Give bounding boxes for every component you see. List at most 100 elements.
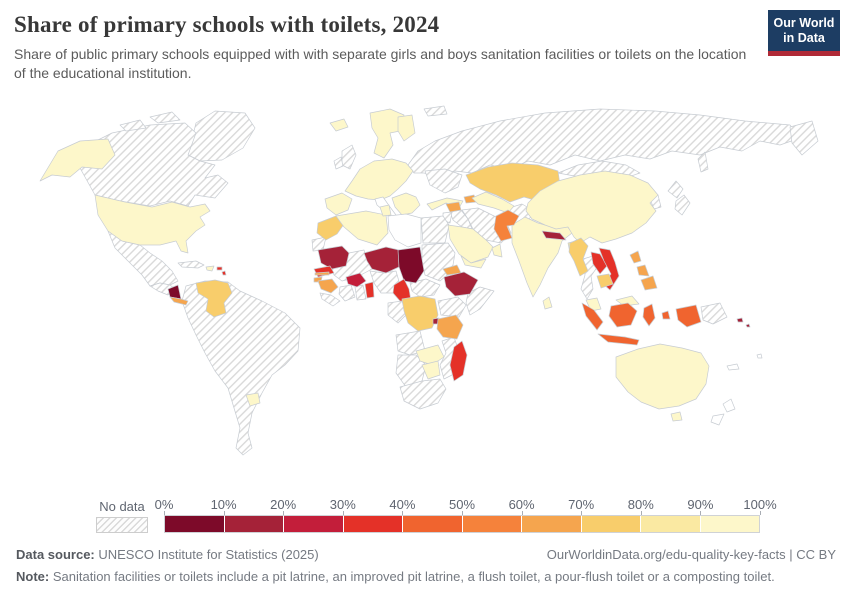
legend-band[interactable] (699, 516, 759, 532)
legend-band[interactable] (165, 516, 224, 532)
region-chukotka[interactable] (789, 120, 819, 156)
region-papua-new-guinea[interactable] (700, 302, 728, 325)
region-india[interactable] (511, 216, 573, 298)
region-kenya-uganda[interactable] (437, 296, 467, 318)
region-new-zealand-north[interactable] (722, 398, 736, 413)
owid-logo[interactable]: Our World in Data (768, 10, 840, 56)
region-philippines-mindanao[interactable] (640, 275, 658, 291)
region-laos[interactable] (590, 251, 608, 275)
region-europe-central[interactable] (344, 158, 414, 201)
legend-band[interactable] (461, 516, 521, 532)
region-canada[interactable] (79, 122, 229, 207)
region-solomon-islands[interactable] (736, 317, 744, 323)
legend-band[interactable] (521, 516, 581, 532)
legend-band[interactable] (223, 516, 283, 532)
region-uruguay[interactable] (245, 392, 261, 407)
region-lesser-antilles[interactable] (221, 270, 227, 276)
legend-band[interactable] (402, 516, 462, 532)
region-senegal[interactable] (313, 265, 335, 278)
legend-band[interactable] (342, 516, 402, 532)
region-pakistan[interactable] (493, 209, 520, 242)
region-new-zealand-south[interactable] (710, 413, 725, 426)
region-ireland[interactable] (333, 156, 344, 170)
region-indonesia-west-papua[interactable] (675, 304, 702, 328)
region-puerto-rico[interactable] (216, 266, 223, 271)
legend-band[interactable] (640, 516, 700, 532)
legend-tick-mark (342, 511, 344, 515)
region-mexico[interactable] (107, 230, 179, 287)
region-balkans[interactable] (391, 192, 421, 216)
region-dr-congo[interactable] (401, 295, 439, 332)
region-philippines-visayas[interactable] (636, 264, 650, 277)
legend-band[interactable] (283, 516, 343, 532)
region-guinea[interactable] (317, 278, 339, 294)
region-solomon-islands-2[interactable] (745, 323, 751, 328)
region-saudi-arabia[interactable] (447, 224, 494, 264)
region-yemen[interactable] (460, 255, 487, 269)
region-indonesia-moluccas[interactable] (661, 310, 671, 320)
region-new-caledonia[interactable] (726, 363, 740, 371)
region-central-african-republic[interactable] (409, 278, 441, 298)
region-vietnam[interactable] (598, 247, 620, 291)
region-madagascar[interactable] (449, 340, 468, 382)
region-hispaniola[interactable] (205, 265, 215, 272)
region-oman[interactable] (491, 243, 503, 258)
region-japan-north[interactable] (667, 180, 684, 199)
region-cuba[interactable] (177, 260, 205, 269)
region-tasmania[interactable] (670, 411, 683, 422)
region-venezuela[interactable] (195, 279, 233, 318)
region-iceland[interactable] (329, 118, 349, 132)
region-cambodia[interactable] (596, 273, 614, 289)
region-burkina-faso[interactable] (345, 272, 367, 288)
region-zimbabwe[interactable] (421, 360, 441, 380)
region-indonesia-java[interactable] (597, 333, 640, 346)
region-alaska[interactable] (39, 138, 116, 182)
region-ethiopia[interactable] (443, 271, 479, 297)
region-tanzania[interactable] (436, 314, 464, 340)
owid-citation-link[interactable]: OurWorldinData.org/edu-quality-key-facts… (546, 547, 836, 562)
region-gabon-congo[interactable] (387, 300, 407, 324)
region-tunisia[interactable] (379, 204, 392, 217)
region-canada-arctic1[interactable] (149, 111, 181, 124)
region-philippines-luzon[interactable] (629, 250, 642, 264)
region-indonesia-kalimantan[interactable] (608, 302, 638, 328)
region-ivory-coast[interactable] (338, 284, 356, 302)
region-fiji[interactable] (756, 353, 763, 359)
region-nepal[interactable] (541, 230, 567, 241)
region-scandinavia[interactable] (369, 108, 405, 159)
region-somalia[interactable] (465, 286, 495, 316)
region-ghana[interactable] (354, 284, 367, 301)
region-uk[interactable] (341, 144, 357, 170)
region-egypt[interactable] (420, 215, 450, 244)
region-chad[interactable] (397, 246, 425, 284)
region-mauritania[interactable] (317, 245, 350, 270)
region-togo-benin[interactable] (364, 281, 375, 299)
region-syria[interactable] (445, 201, 462, 213)
region-sri-lanka[interactable] (542, 296, 553, 310)
region-china[interactable] (525, 170, 659, 244)
region-myanmar[interactable] (568, 237, 589, 277)
region-australia[interactable] (615, 343, 710, 410)
region-ukraine-belarus[interactable] (424, 168, 463, 194)
region-gambia[interactable] (314, 271, 330, 276)
region-niger[interactable] (363, 246, 400, 274)
region-indonesia-sumatra[interactable] (581, 302, 604, 331)
region-libya[interactable] (387, 213, 422, 248)
region-greenland[interactable] (187, 110, 256, 162)
region-svalbard[interactable] (423, 105, 448, 117)
region-south-america[interactable] (181, 280, 301, 456)
region-japan-south[interactable] (674, 194, 691, 216)
region-south-africa[interactable] (399, 378, 447, 410)
region-algeria[interactable] (335, 210, 389, 246)
region-costa-rica-panama[interactable] (169, 296, 189, 306)
region-sierra-leone-liberia[interactable] (319, 292, 341, 307)
region-iberia[interactable] (324, 192, 353, 216)
legend-no-data-swatch[interactable] (96, 517, 148, 533)
region-finland[interactable] (397, 114, 416, 142)
region-usa[interactable] (94, 194, 211, 254)
legend-band[interactable] (580, 516, 640, 532)
region-indonesia-sulawesi[interactable] (642, 303, 656, 327)
region-sakhalin[interactable] (697, 151, 709, 173)
region-canada-arctic2[interactable] (119, 119, 147, 132)
region-central-asia[interactable] (471, 191, 515, 214)
